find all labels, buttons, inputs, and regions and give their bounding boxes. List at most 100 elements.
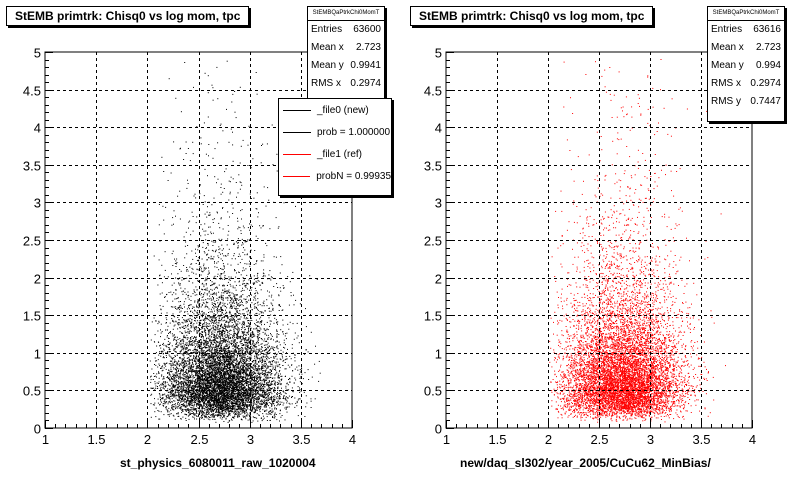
scatter-point bbox=[224, 350, 226, 352]
scatter-point bbox=[260, 351, 262, 353]
scatter-point bbox=[208, 397, 209, 399]
scatter-point bbox=[228, 370, 230, 371]
scatter-point bbox=[196, 389, 198, 390]
scatter-point bbox=[257, 354, 259, 356]
scatter-point bbox=[214, 384, 216, 386]
scatter-point bbox=[270, 395, 272, 397]
scatter-point bbox=[263, 275, 265, 277]
scatter-point bbox=[205, 230, 207, 232]
scatter-point bbox=[264, 353, 266, 355]
scatter-point bbox=[160, 308, 162, 310]
scatter-point bbox=[214, 315, 216, 317]
scatter-point bbox=[212, 320, 213, 322]
scatter-point bbox=[231, 325, 233, 327]
scatter-point bbox=[255, 343, 257, 345]
scatter-point bbox=[319, 372, 321, 374]
scatter-point bbox=[205, 317, 207, 319]
scatter-point bbox=[239, 361, 241, 363]
scatter-point bbox=[239, 341, 241, 343]
scatter-point bbox=[227, 358, 228, 360]
scatter-point bbox=[264, 380, 266, 382]
scatter-point bbox=[193, 86, 194, 88]
scatter-point bbox=[197, 390, 199, 392]
scatter-point bbox=[257, 326, 258, 328]
scatter-point bbox=[232, 287, 234, 289]
scatter-point bbox=[266, 391, 268, 392]
scatter-point bbox=[178, 396, 180, 398]
scatter-point bbox=[171, 376, 172, 378]
scatter-point bbox=[261, 321, 263, 323]
scatter-point bbox=[255, 235, 257, 237]
scatter-point bbox=[241, 324, 243, 326]
scatter-point bbox=[247, 394, 249, 396]
scatter-point bbox=[214, 362, 216, 364]
scatter-point bbox=[223, 416, 225, 418]
scatter-point bbox=[206, 359, 208, 361]
scatter-point bbox=[202, 387, 204, 389]
scatter-point bbox=[213, 308, 215, 310]
scatter-point bbox=[248, 374, 250, 375]
scatter-point bbox=[235, 346, 237, 348]
scatter-point bbox=[231, 316, 232, 318]
scatter-point bbox=[283, 395, 285, 397]
scatter-point bbox=[241, 372, 243, 374]
scatter-point bbox=[218, 386, 220, 388]
scatter-point bbox=[192, 230, 194, 232]
scatter-point bbox=[197, 344, 199, 346]
scatter-point bbox=[208, 354, 210, 356]
scatter-point bbox=[199, 362, 201, 364]
scatter-point bbox=[220, 395, 222, 397]
scatter-point bbox=[277, 392, 278, 394]
scatter-point bbox=[166, 294, 167, 296]
scatter-point bbox=[207, 379, 209, 381]
scatter-point bbox=[194, 392, 196, 394]
scatter-point bbox=[256, 404, 258, 406]
scatter-point bbox=[188, 349, 190, 350]
scatter-point bbox=[265, 352, 267, 354]
scatter-point bbox=[202, 242, 204, 244]
scatter-point bbox=[204, 328, 206, 330]
scatter-point bbox=[188, 298, 190, 300]
scatter-point bbox=[243, 370, 245, 372]
scatter-point bbox=[232, 207, 234, 209]
scatter-point bbox=[263, 364, 265, 366]
scatter-point bbox=[270, 384, 272, 386]
scatter-point bbox=[179, 148, 181, 150]
scatter-point bbox=[224, 335, 226, 337]
scatter-point bbox=[263, 396, 265, 397]
scatter-point bbox=[213, 336, 215, 338]
scatter-point bbox=[235, 383, 237, 385]
scatter-point bbox=[237, 335, 239, 337]
scatter-point bbox=[197, 299, 199, 301]
scatter-point bbox=[225, 344, 227, 346]
scatter-point bbox=[206, 391, 208, 393]
scatter-point bbox=[193, 365, 195, 367]
scatter-point bbox=[185, 362, 187, 364]
scatter-point bbox=[209, 363, 211, 364]
scatter-point bbox=[282, 319, 284, 321]
scatter-point bbox=[270, 337, 272, 339]
scatter-point bbox=[249, 265, 251, 267]
scatter-point bbox=[227, 354, 229, 356]
scatter-point bbox=[176, 413, 178, 415]
scatter-point bbox=[163, 233, 165, 235]
scatter-point bbox=[241, 412, 243, 414]
scatter-point bbox=[201, 351, 203, 353]
scatter-point bbox=[251, 349, 252, 351]
scatter-point bbox=[227, 386, 229, 388]
scatter-point bbox=[219, 341, 221, 343]
scatter-point bbox=[209, 390, 211, 392]
scatter-point bbox=[203, 195, 205, 197]
scatter-point bbox=[224, 399, 226, 401]
scatter-point bbox=[178, 397, 180, 399]
scatter-point bbox=[230, 363, 232, 365]
scatter-point bbox=[169, 397, 171, 399]
scatter-point bbox=[187, 410, 189, 411]
scatter-point bbox=[178, 399, 180, 401]
scatter-point bbox=[203, 407, 205, 409]
scatter-point bbox=[246, 404, 248, 406]
scatter-point bbox=[160, 323, 162, 325]
scatter-point bbox=[189, 330, 191, 332]
scatter-point bbox=[205, 415, 206, 417]
scatter-point bbox=[191, 271, 193, 273]
